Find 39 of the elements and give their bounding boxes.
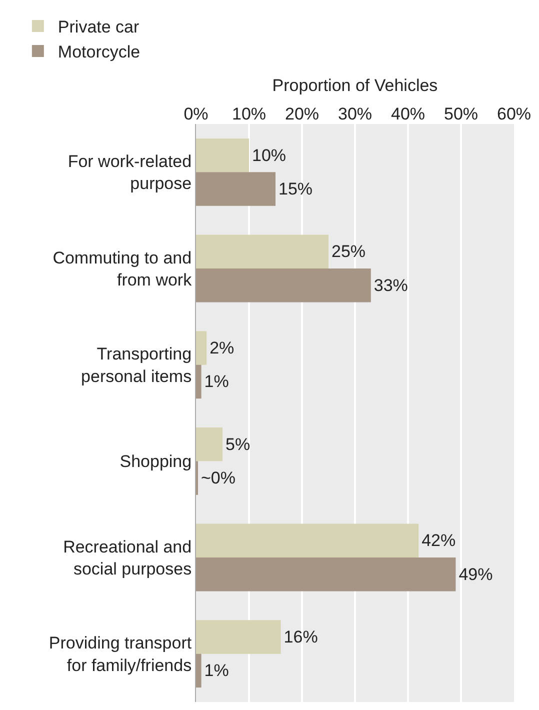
legend-label: Private car	[58, 18, 140, 37]
bar	[196, 172, 276, 206]
y-tick-label: Commuting to and from work	[52, 248, 192, 290]
data-label: 1%	[204, 661, 229, 680]
data-label: 49%	[458, 564, 493, 584]
bar	[196, 234, 328, 268]
data-label: 42%	[422, 531, 456, 550]
y-tick-label: Shopping	[120, 452, 192, 472]
data-label: 2%	[210, 338, 234, 358]
data-label: 15%	[278, 180, 313, 199]
data-label: 10%	[252, 146, 286, 165]
bar	[196, 364, 202, 399]
data-label: 16%	[284, 627, 318, 646]
x-tick-label: 40%	[390, 104, 426, 124]
x-tick-label: 50%	[444, 104, 478, 124]
legend-label: Motorcycle	[58, 42, 140, 62]
data-label: 1%	[204, 372, 229, 392]
y-tick-label: Recreational and social purposes	[63, 537, 192, 578]
bar	[196, 331, 207, 365]
data-label: 33%	[374, 276, 408, 295]
data-label: 5%	[226, 434, 250, 454]
x-tick-label: 30%	[338, 104, 372, 124]
bar	[196, 138, 249, 172]
x-tick-label: 60%	[496, 104, 532, 124]
bar	[196, 558, 456, 592]
data-label: 25%	[332, 242, 366, 262]
bar	[196, 268, 371, 302]
x-tick-label: 10%	[232, 104, 266, 124]
data-label: ~0%	[201, 468, 236, 488]
x-tick-label: 20%	[284, 104, 320, 124]
x-axis-title: Proportion of Vehicles	[272, 76, 438, 96]
y-tick-label: Providing transport for family/friends	[48, 634, 192, 675]
x-tick-label: 0%	[184, 104, 208, 124]
bar	[196, 654, 202, 688]
y-tick-label: Transporting personal items	[81, 344, 192, 386]
bar	[196, 427, 222, 462]
bar	[196, 524, 419, 558]
y-tick-label: For work-related purpose	[68, 152, 192, 194]
bar	[196, 620, 281, 654]
